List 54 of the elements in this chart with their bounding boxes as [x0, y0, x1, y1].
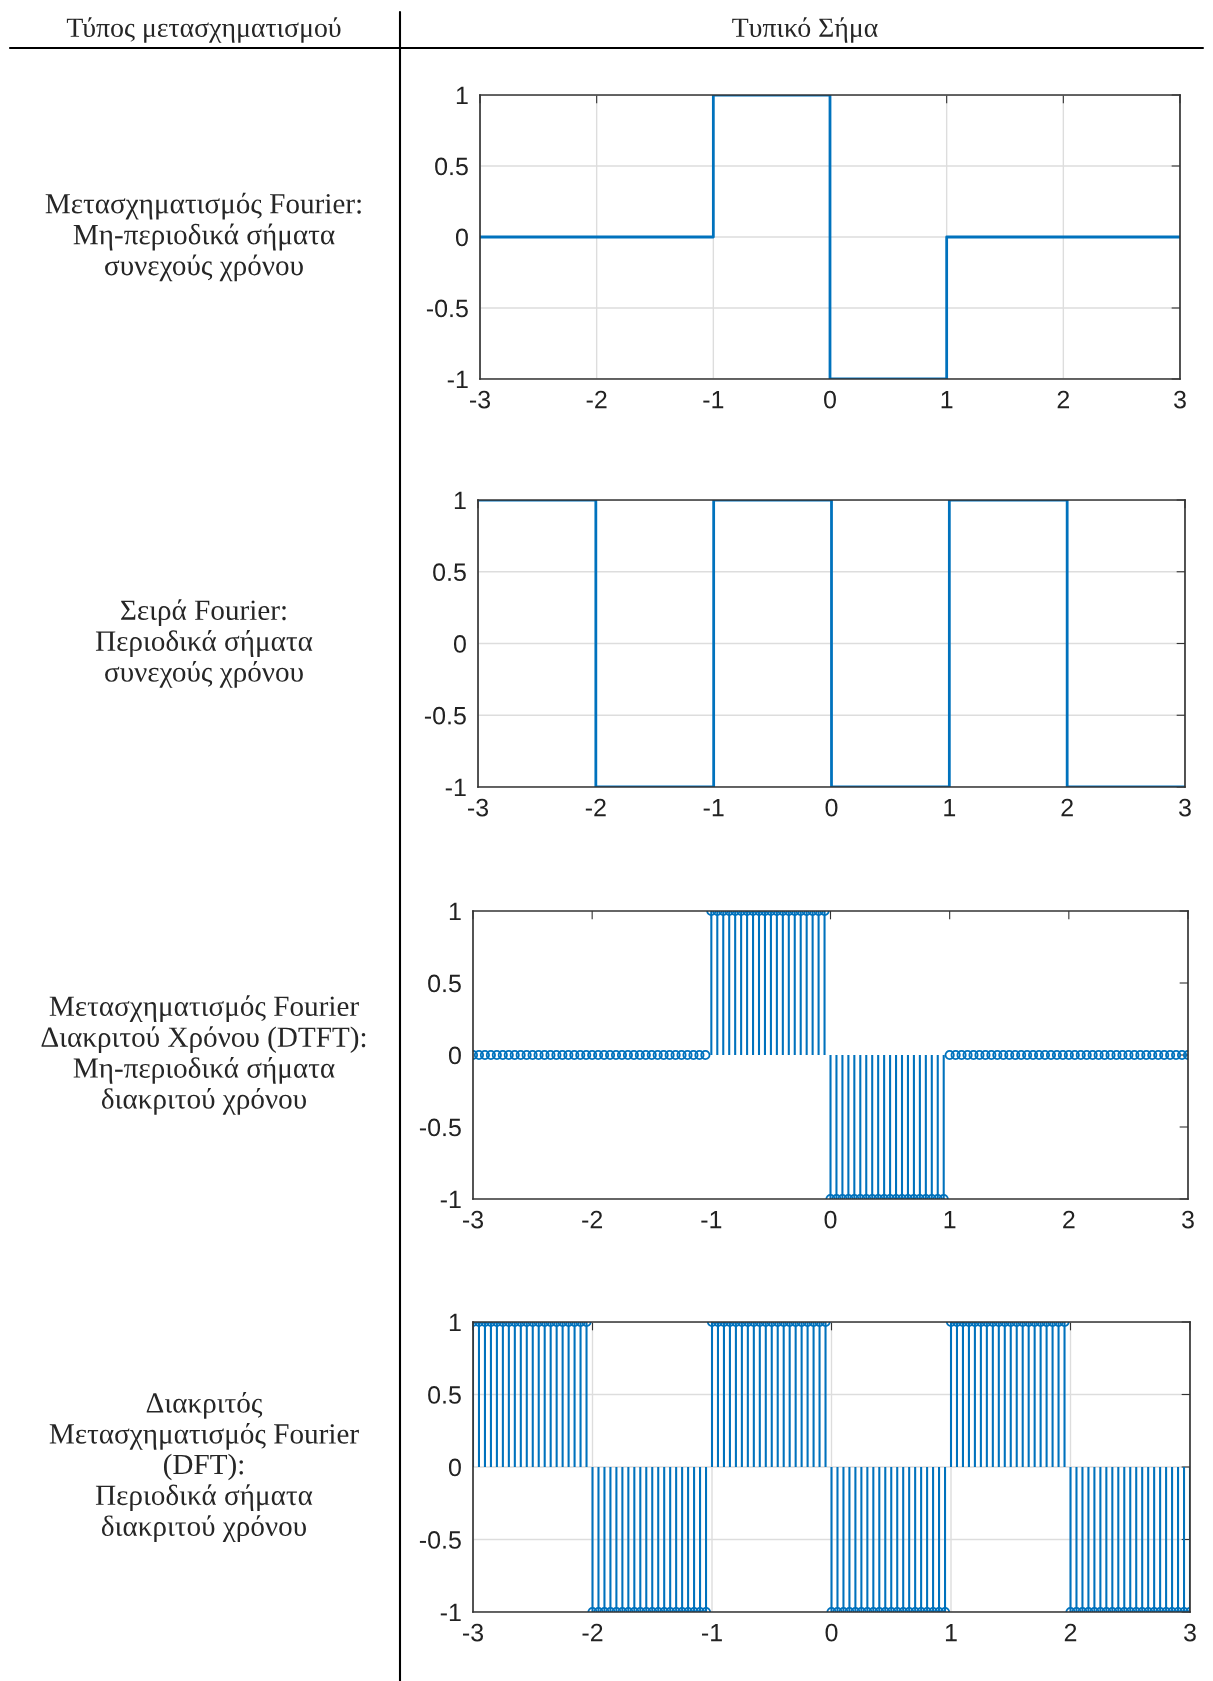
y-tick-label: -0.5: [426, 299, 468, 318]
x-tick-label: -2: [586, 390, 607, 409]
text: Μετασχηματισμός Fourier: Μη-περιοδικά σήματα συνεχούς χρόνου: [45, 192, 361, 282]
x-tick-label: 1: [944, 799, 956, 817]
x-tick-label: -2: [585, 798, 606, 817]
y-tick-label: 0.5: [435, 157, 468, 176]
y-tick-label: -0.5: [419, 1118, 461, 1137]
x-tick-label: 1: [941, 391, 953, 409]
text: Σειρά Fourier: Περιοδικά σήματα συνεχούς χρόνου: [95, 599, 313, 688]
y-tick-label: 0: [448, 1458, 461, 1477]
x-tick-label: 1: [944, 1211, 956, 1229]
x-tick-label: 2: [1064, 1623, 1077, 1642]
y-tick-label: 1: [454, 491, 466, 510]
x-tick-label: 1: [945, 1624, 957, 1642]
x-tick-label: 2: [1063, 1210, 1075, 1229]
x-tick-label: 3: [1182, 1210, 1194, 1229]
y-tick-label: -1: [445, 778, 466, 797]
x-tick-label: 3: [1174, 390, 1186, 409]
y-tick-label: -0.5: [424, 706, 466, 725]
text: Διακριτός Μετασχηματισμός Fourier (DFT): Περιοδικά σήματα διακριτού χρόνου: [49, 1392, 359, 1542]
x-tick-label: -2: [582, 1210, 603, 1229]
x-tick-label: 0: [825, 1623, 838, 1642]
y-tick-label: 0.5: [428, 974, 461, 993]
y-tick-label: -1: [440, 1190, 461, 1209]
x-tick-label: -3: [463, 1210, 484, 1229]
y-tick-label: 1: [449, 902, 461, 921]
x-tick-label: -3: [463, 1623, 484, 1642]
y-tick-label: 0: [453, 635, 466, 653]
x-tick-label: 0: [824, 1210, 837, 1229]
text: Τυπικό Σήμα: [732, 17, 878, 43]
x-tick-label: 3: [1179, 798, 1191, 817]
x-tick-label: 0: [824, 390, 836, 409]
y-tick-label: -1: [440, 1603, 461, 1622]
x-tick-label: -1: [701, 1211, 722, 1229]
y-tick-label: 1: [449, 1313, 461, 1332]
x-tick-label: -1: [703, 799, 724, 817]
y-tick-label: 0.5: [433, 563, 466, 582]
y-tick-label: -1: [447, 370, 468, 389]
y-tick-label: -0.5: [419, 1531, 461, 1549]
y-tick-label: 1: [456, 86, 468, 105]
x-tick-label: -1: [702, 1624, 722, 1642]
x-tick-label: 2: [1057, 390, 1070, 409]
x-tick-label: 3: [1184, 1623, 1196, 1642]
x-tick-label: -3: [470, 390, 491, 409]
y-tick-label: 0: [455, 228, 468, 247]
text: Μετασχηματισμός Fourier Διακριτού Χρόνου (DTFT): Μη-περιοδικά σήματα διακριτού χρόνου: [41, 995, 366, 1115]
y-tick-label: 0: [448, 1046, 461, 1065]
x-tick-label: 0: [825, 798, 838, 817]
x-tick-label: -2: [582, 1623, 603, 1642]
x-tick-label: -1: [703, 391, 724, 409]
y-tick-label: 0.5: [428, 1386, 461, 1404]
text: Τύπος μετασχηματισμού: [66, 17, 341, 43]
x-tick-label: 2: [1061, 798, 1073, 817]
x-tick-label: -3: [468, 798, 489, 817]
